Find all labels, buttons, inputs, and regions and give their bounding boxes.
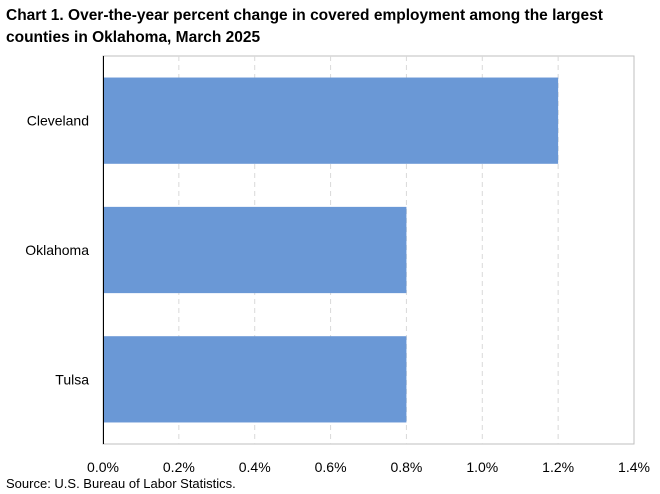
source-note: Source: U.S. Bureau of Labor Statistics.: [6, 476, 236, 491]
x-tick-label: 0.6%: [315, 459, 347, 475]
bars: [103, 77, 559, 423]
x-tick-label: 1.0%: [466, 459, 498, 475]
bar-tulsa: [103, 336, 407, 423]
category-labels: Cleveland Oklahoma Tulsa: [25, 113, 89, 388]
x-tick-label: 0.4%: [239, 459, 271, 475]
x-tick-label: 0.8%: [390, 459, 422, 475]
x-tick-label: 0.0%: [87, 459, 119, 475]
category-label: Cleveland: [27, 113, 89, 129]
chart-title: Chart 1. Over-the-year percent change in…: [6, 5, 646, 49]
x-tick-label: 1.4%: [618, 459, 650, 475]
chart-title-line-2: counties in Oklahoma, March 2025: [6, 29, 261, 46]
bar-oklahoma: [103, 206, 407, 294]
x-tick-label: 1.2%: [542, 459, 574, 475]
x-tick-label: 0.2%: [163, 459, 195, 475]
category-label: Tulsa: [55, 371, 89, 387]
bar-cleveland: [103, 77, 559, 164]
category-label: Oklahoma: [25, 242, 89, 258]
x-tick-labels: 0.0% 0.2% 0.4% 0.6% 0.8% 1.0% 1.2% 1.4%: [87, 459, 650, 475]
chart-title-line-1: Chart 1. Over-the-year percent change in…: [6, 7, 603, 24]
